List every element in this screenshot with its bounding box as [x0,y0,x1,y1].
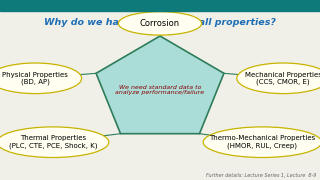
Ellipse shape [237,63,320,94]
Text: Thermal Properties
(PLC, CTE, PCE, Shock, K): Thermal Properties (PLC, CTE, PCE, Shock… [9,135,97,149]
Text: Further details: Lecture Series 1, Lecture  8-9: Further details: Lecture Series 1, Lectu… [206,173,317,178]
Text: Physical Properties
(BD, AP): Physical Properties (BD, AP) [2,72,68,85]
Text: Thermo-Mechanical Properties
(HMOR, RUL, Creep): Thermo-Mechanical Properties (HMOR, RUL,… [209,135,316,149]
Ellipse shape [0,127,109,158]
Text: Mechanical Properties
(CCS, CMOR, E): Mechanical Properties (CCS, CMOR, E) [245,72,320,85]
Polygon shape [96,36,224,134]
Ellipse shape [0,63,82,94]
Ellipse shape [118,12,202,35]
Ellipse shape [203,127,320,158]
Text: Why do we have to measure all properties?: Why do we have to measure all properties… [44,18,276,27]
Bar [0,0,320,11]
Text: We need standard data to
analyze performance/failure: We need standard data to analyze perform… [116,85,204,95]
Text: Corrosion: Corrosion [140,19,180,28]
